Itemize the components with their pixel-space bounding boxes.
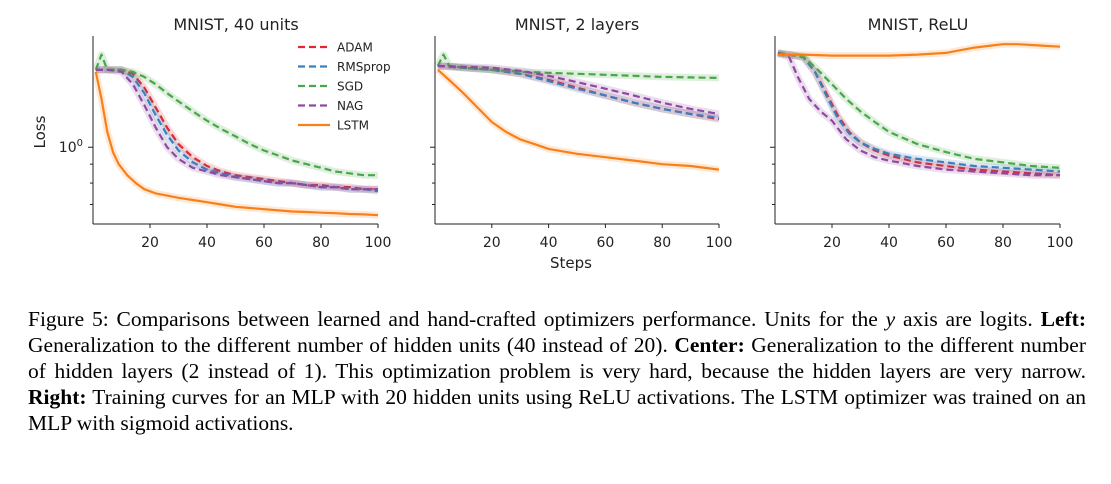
panel-2: MNIST, 2 layers 20 40 60 80 100 Steps (430, 15, 732, 272)
panel-title: MNIST, ReLU (868, 15, 969, 34)
caption-right-text: Training curves for an MLP with 20 hidde… (28, 385, 1086, 435)
x-tick-label: 100 (706, 235, 733, 251)
panel-title: MNIST, 40 units (173, 15, 298, 34)
x-tick-label: 60 (596, 235, 614, 251)
x-tick-label: 100 (1047, 235, 1074, 251)
series-band-nag (95, 66, 378, 193)
x-tick-label: 100 (365, 235, 392, 251)
caption-y-symbol: y (885, 307, 896, 331)
panel-3: MNIST, ReLU 20 40 60 80 100 (770, 15, 1073, 251)
series-line-sgd (777, 51, 1061, 169)
caption-figure-label: Figure 5: (28, 307, 109, 331)
legend: ADAM RMSprop SGD NAG LSTM (298, 41, 391, 133)
x-tick-label: 40 (540, 235, 558, 251)
x-tick-label: 80 (653, 235, 671, 251)
caption-center-text: Generalization to the different number o… (28, 333, 1086, 383)
caption-left-text: Generalization to the different number o… (28, 333, 675, 357)
panel-1: MNIST, 40 units 20 40 60 80 100 100 Loss (31, 15, 391, 251)
figure-caption: Figure 5: Comparisons between learned an… (28, 306, 1086, 436)
x-tick-label: 60 (255, 235, 273, 251)
x-tick-label: 20 (141, 235, 159, 251)
caption-center-label: Center: (674, 333, 745, 357)
y-tick-label: 100 (59, 138, 83, 156)
caption-left-label: Left: (1040, 307, 1086, 331)
series-line-nag (437, 64, 720, 116)
legend-label-sgd: SGD (337, 80, 363, 94)
x-tick-label: 80 (994, 235, 1012, 251)
x-tick-label: 20 (823, 235, 841, 251)
series-line-adam (95, 68, 378, 191)
caption-intro: Comparisons between learned and hand-cra… (108, 307, 886, 331)
x-tick-label: 40 (198, 235, 216, 251)
x-tick-label: 80 (312, 235, 330, 251)
series-line-lstm (777, 43, 1061, 57)
x-tick-label: 40 (880, 235, 898, 251)
caption-right-label: Right: (28, 385, 87, 409)
x-tick-label: 20 (483, 235, 501, 251)
series-band-sgd (92, 51, 378, 179)
series-line-rmsprop (95, 68, 379, 193)
series-line-sgd (94, 53, 378, 177)
panel-title: MNIST, 2 layers (515, 15, 639, 34)
x-axis-title: Steps (550, 254, 592, 272)
series-line-lstm (437, 68, 720, 171)
series-line-lstm (94, 71, 379, 217)
legend-label-rmsprop: RMSprop (337, 60, 391, 74)
legend-label-lstm: LSTM (337, 119, 369, 133)
series-line-nag (777, 51, 1060, 177)
series-line-rmsprop (777, 51, 1061, 173)
y-axis-title: Loss (31, 115, 49, 148)
caption-intro2: axis are logits. (895, 307, 1041, 331)
x-tick-label: 60 (937, 235, 955, 251)
legend-label-nag: NAG (337, 99, 363, 113)
legend-label-adam: ADAM (337, 41, 373, 55)
